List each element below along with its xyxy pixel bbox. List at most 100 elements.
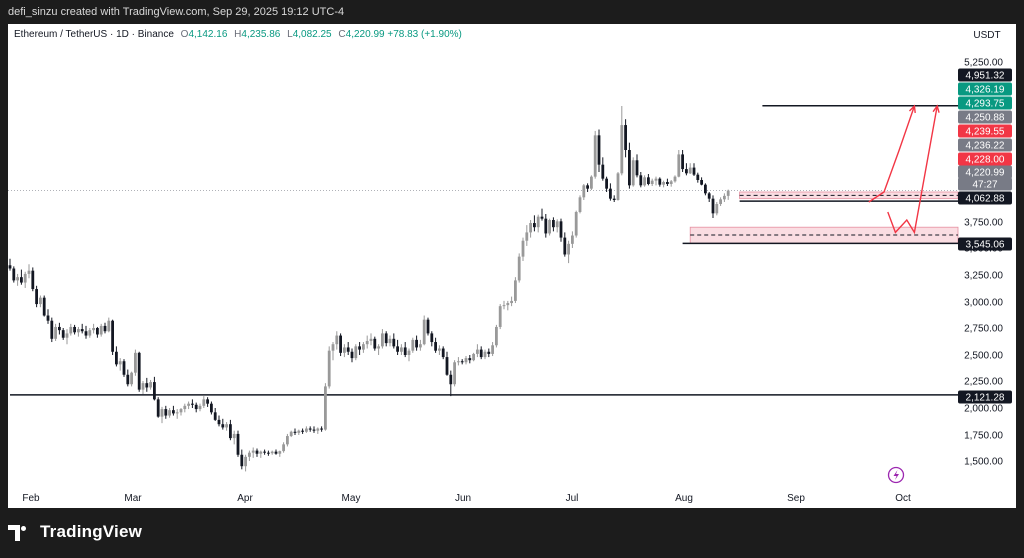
candle-body bbox=[240, 454, 244, 467]
candle-body bbox=[449, 374, 453, 385]
candle-body bbox=[707, 193, 711, 199]
candle-body bbox=[654, 178, 658, 181]
candle-body bbox=[491, 345, 494, 354]
x-tick-label: Jul bbox=[566, 493, 579, 504]
candle-body bbox=[658, 178, 662, 185]
candle-body bbox=[521, 240, 525, 257]
candle-body bbox=[213, 412, 217, 420]
lightning-icon[interactable] bbox=[887, 466, 905, 484]
candle-body bbox=[510, 300, 513, 304]
candle-body bbox=[346, 347, 350, 352]
candle-body bbox=[270, 451, 274, 454]
symbol-name[interactable]: Ethereum / TetherUS · 1D · Binance bbox=[14, 29, 174, 40]
candle-body bbox=[567, 243, 570, 255]
candle-body bbox=[726, 190, 730, 196]
price-label-badge bbox=[958, 124, 1012, 138]
high-label: H bbox=[234, 29, 242, 40]
candle-body bbox=[187, 403, 190, 406]
price-label-text: 4,951.32 bbox=[966, 71, 1005, 82]
candle-body bbox=[153, 382, 156, 400]
price-label-badge bbox=[958, 191, 1012, 205]
candle-body bbox=[293, 431, 297, 433]
candle-body bbox=[236, 433, 240, 455]
candle-body bbox=[544, 218, 548, 234]
change-value: +78.83 (+1.90%) bbox=[387, 29, 462, 40]
price-label-text: 4,250.88 bbox=[966, 113, 1005, 124]
candle-body bbox=[42, 297, 46, 316]
candles bbox=[8, 106, 730, 472]
candle-body bbox=[339, 335, 342, 353]
candle-body bbox=[54, 326, 57, 339]
candle-body bbox=[61, 330, 65, 338]
candle-body bbox=[259, 451, 263, 454]
candle-body bbox=[77, 329, 80, 333]
open-value: 4,142.16 bbox=[188, 29, 228, 40]
candle-body bbox=[422, 319, 426, 345]
candle-body bbox=[715, 204, 719, 214]
candle-body bbox=[506, 303, 510, 306]
arrow-head bbox=[908, 104, 916, 114]
candle-body bbox=[643, 177, 646, 186]
candle-body bbox=[350, 351, 354, 359]
candle-body bbox=[358, 346, 361, 350]
price-label-text: 2,121.28 bbox=[966, 393, 1005, 404]
horizontal-levels bbox=[8, 105, 958, 396]
candle-body bbox=[388, 338, 392, 344]
candle-body bbox=[118, 361, 122, 365]
candle-body bbox=[392, 338, 396, 347]
candle-body bbox=[145, 383, 149, 388]
candle-body bbox=[312, 429, 316, 431]
candle-body bbox=[662, 182, 665, 185]
candle-body bbox=[172, 410, 175, 414]
candle-body bbox=[593, 135, 597, 177]
candle-body bbox=[552, 220, 555, 228]
candle-body bbox=[99, 325, 103, 335]
time-axis[interactable]: Feb Mar Apr May Jun Jul Aug Sep Oct bbox=[22, 493, 911, 504]
candle-body bbox=[137, 352, 141, 390]
candle-body bbox=[563, 237, 567, 255]
close-label: C bbox=[338, 29, 346, 40]
candle-body bbox=[677, 154, 681, 177]
candle-body bbox=[555, 221, 559, 228]
candle-body bbox=[183, 405, 187, 410]
y-tick-label: 3,750.00 bbox=[964, 218, 1003, 229]
candle-body bbox=[525, 232, 529, 241]
candle-body bbox=[468, 358, 472, 361]
x-tick-label: Mar bbox=[124, 493, 142, 504]
candle-body bbox=[35, 289, 38, 305]
y-tick-label: 3,250.00 bbox=[964, 271, 1003, 282]
candle-body bbox=[529, 223, 532, 233]
candle-body bbox=[681, 154, 684, 170]
candle-body bbox=[620, 125, 624, 174]
candle-body bbox=[267, 452, 270, 454]
arrow-head bbox=[932, 104, 940, 113]
candlestick-chart[interactable]: 5,250.004,500.003,750.003,500.003,250.00… bbox=[8, 24, 1016, 508]
price-label-text: 47:27 bbox=[972, 180, 997, 191]
candle-body bbox=[217, 419, 221, 425]
zones bbox=[689, 191, 959, 244]
candle-body bbox=[666, 182, 669, 184]
candle-body bbox=[574, 212, 578, 236]
candle-body bbox=[134, 352, 137, 373]
high-value: 4,235.86 bbox=[241, 29, 281, 40]
candle-body bbox=[80, 329, 84, 332]
candle-body bbox=[115, 351, 118, 365]
candle-body bbox=[289, 431, 293, 437]
price-label-badge bbox=[958, 138, 1012, 152]
low-label: L bbox=[287, 29, 293, 40]
price-label-badge bbox=[958, 110, 1012, 124]
candle-body bbox=[179, 409, 183, 413]
currency-label[interactable]: USDT bbox=[973, 30, 1001, 41]
candle-body bbox=[685, 169, 688, 174]
candle-body bbox=[430, 333, 434, 343]
candle-body bbox=[12, 268, 16, 281]
candle-body bbox=[650, 180, 654, 184]
candle-body bbox=[263, 451, 266, 453]
candle-body bbox=[92, 328, 95, 331]
candle-body bbox=[616, 173, 620, 200]
candle-body bbox=[464, 358, 468, 363]
candle-body bbox=[335, 335, 339, 345]
chart-panel[interactable]: Ethereum / TetherUS · 1D · Binance O4,14… bbox=[8, 24, 1016, 508]
candle-body bbox=[168, 410, 171, 416]
candle-body bbox=[164, 409, 168, 416]
